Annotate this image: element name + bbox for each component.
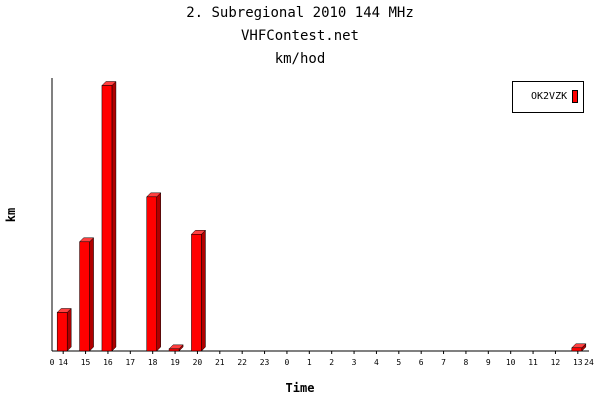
bar (168, 348, 180, 352)
x-tick-label: 13 (573, 358, 583, 367)
x-tick-label: 17 (125, 358, 135, 367)
x-start-label: 0 (50, 358, 55, 367)
bar-side (156, 192, 161, 352)
x-tick-label: 6 (419, 358, 424, 367)
chart-subtitle: VHFContest.net (240, 28, 359, 44)
x-tick-label: 9 (486, 358, 491, 367)
x-tick-label: 7 (441, 358, 446, 367)
chart-title: 2. Subregional 2010 144 MHz (186, 5, 414, 21)
x-tick-label: 15 (81, 358, 91, 367)
bar (56, 312, 68, 352)
y-axis-label: km (4, 207, 18, 223)
bar-side (201, 229, 206, 352)
bar (146, 196, 157, 352)
x-end-label: 24 (584, 358, 594, 367)
x-tick-label: 5 (396, 358, 401, 367)
x-tick-label: 3 (352, 358, 357, 367)
x-axis-label: Time (285, 381, 315, 395)
x-tick-label: 21 (215, 358, 225, 367)
bar-side (111, 80, 117, 352)
chart-unit-title: km/hod (274, 51, 326, 67)
x-tick-label: 23 (260, 358, 270, 367)
bar (191, 234, 202, 352)
x-tick-label: 19 (170, 358, 180, 367)
x-tick-label: 12 (551, 358, 561, 367)
legend: OK2VZK (512, 81, 584, 113)
x-tick-label: 4 (374, 358, 379, 367)
bar-side (89, 237, 94, 352)
x-tick-label: 8 (464, 358, 469, 367)
bar (101, 85, 113, 352)
x-tick-label: 1 (307, 358, 312, 367)
x-tick-label: 0 (285, 358, 290, 367)
x-tick-label: 20 (193, 358, 203, 367)
x-tick-label: 22 (237, 358, 247, 367)
x-tick-label: 11 (528, 358, 538, 367)
bar-side (66, 307, 72, 352)
legend-swatch (572, 90, 578, 103)
x-tick-label: 10 (506, 358, 516, 367)
x-tick-label: 16 (103, 358, 113, 367)
x-tick-label: 14 (58, 358, 68, 367)
legend-label: OK2VZK (531, 91, 568, 102)
x-tick-label: 18 (148, 358, 158, 367)
x-tick-label: 2 (329, 358, 334, 367)
bar (79, 241, 90, 352)
bar (571, 347, 583, 352)
